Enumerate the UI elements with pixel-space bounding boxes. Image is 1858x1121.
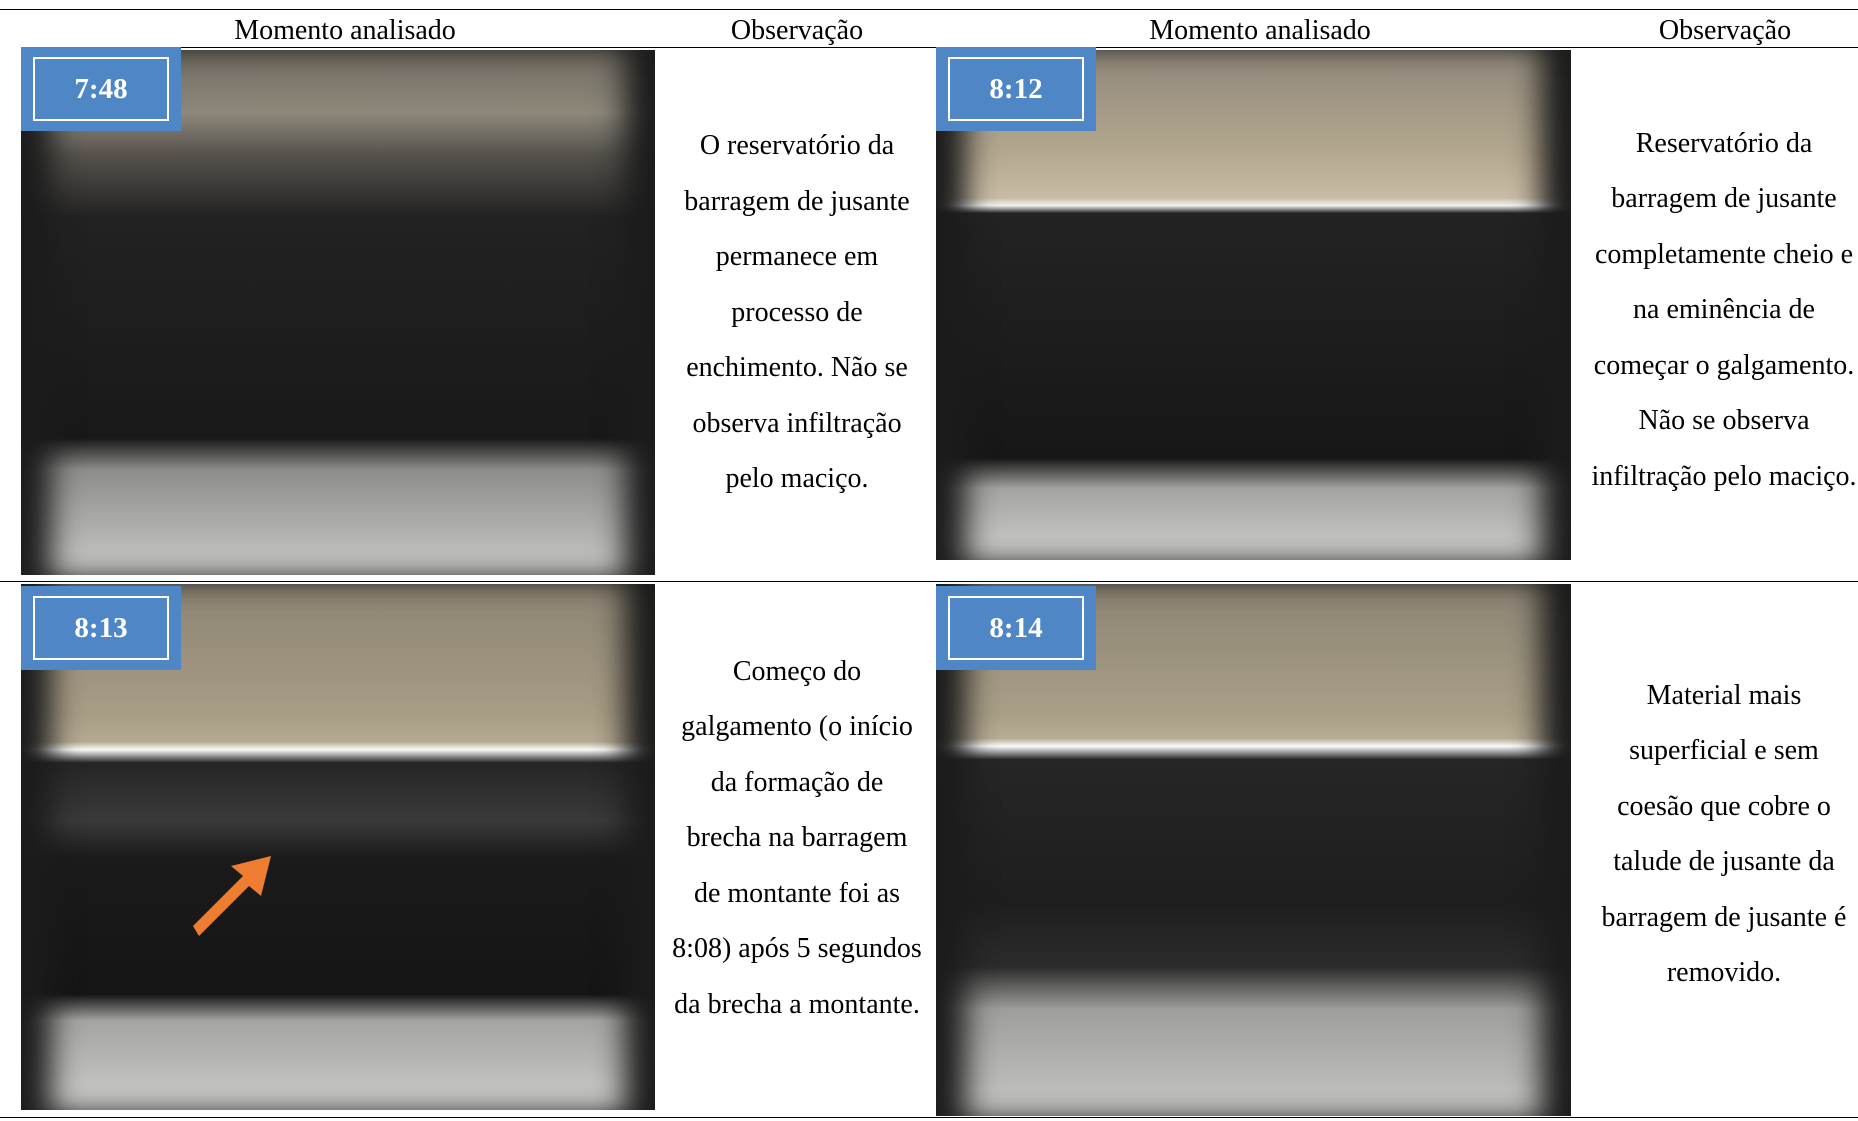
time-text: 8:12 <box>948 57 1084 121</box>
time-text: 8:13 <box>33 596 169 660</box>
time-label: 8:12 <box>936 47 1096 131</box>
observation: Reservatório da barragem de jusante comp… <box>1590 50 1858 570</box>
column-header: Momento analisado <box>234 15 456 46</box>
observation: O reservatório da barragem de jusante pe… <box>672 50 922 575</box>
column-header: Observação <box>1658 15 1792 46</box>
observation: Começo do galgamento (o início da formaç… <box>672 578 922 1098</box>
column-header: Momento analisado <box>1149 15 1371 46</box>
column-header: Observação <box>730 15 864 46</box>
table-bottom-rule <box>0 1117 1858 1118</box>
photo <box>21 50 655 575</box>
arrow-overlay <box>193 856 271 936</box>
time-label: 7:48 <box>21 47 181 131</box>
observation-text: Material mais superficial e sem coesão q… <box>1601 679 1847 989</box>
observation: Material mais superficial e sem coesão q… <box>1590 584 1858 1084</box>
photo <box>936 50 1571 560</box>
arrow <box>193 856 271 936</box>
time-text: 7:48 <box>33 57 169 121</box>
observation-text: Começo do galgamento (o início da formaç… <box>672 655 922 1020</box>
photo <box>21 584 655 1110</box>
observation-text: Reservatório da barragem de jusante comp… <box>1591 127 1857 492</box>
time-text: 8:14 <box>948 596 1084 660</box>
time-label: 8:14 <box>936 586 1096 670</box>
time-label: 8:13 <box>21 586 181 670</box>
photo <box>936 584 1571 1116</box>
observation-text: O reservatório da barragem de jusante pe… <box>684 130 910 495</box>
table-top-rule <box>0 9 1858 10</box>
row-rule <box>0 581 1858 582</box>
